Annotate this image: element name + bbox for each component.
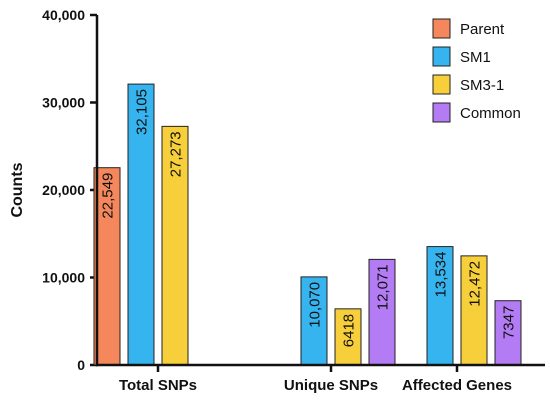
bar-sm1 [426,246,454,366]
bar-value-label: 32,105 [134,89,151,135]
y-axis-title: Counts [9,162,26,217]
bar-common [368,258,396,366]
bar-common [494,300,522,366]
legend-label: SM3-1 [460,77,504,94]
y-tick-label: 10,000 [42,270,85,286]
y-tick-label: 40,000 [42,7,85,23]
legend-swatch [432,46,451,67]
y-tick-label: 30,000 [42,95,85,111]
bars [93,83,522,366]
bar-value-label: 13,534 [433,252,450,298]
bar-value-label: 12,071 [375,264,392,310]
legend-swatch [432,74,451,95]
x-axis-category-labels: Total SNPs Unique SNPs Affected Genes [119,365,512,394]
bar-sm3-1 [161,125,189,366]
bar-value-label: 22,549 [100,173,117,219]
x-category-label: Total SNPs [119,377,197,394]
axes [95,15,545,367]
x-category-label: Affected Genes [402,377,512,394]
data-labels: 22,549 32,105 10,070 13,534 27,273 6418 12,472… [100,89,518,347]
legend-label: Common [460,105,521,122]
legend-swatch [432,102,451,123]
bar-sm1 [300,276,328,366]
legend-label: SM1 [460,49,491,66]
bar-value-label: 6418 [341,314,358,347]
x-category-label: Unique SNPs [284,377,378,394]
bar-value-label: 27,273 [168,131,185,177]
bar-sm3-1 [334,308,362,366]
legend: Parent SM1 SM3-1 Common [432,18,521,123]
legend-label: Parent [460,21,505,38]
bar-value-label: 10,070 [307,282,324,328]
bar-parent [93,167,121,366]
bar-value-label: 7347 [501,306,518,339]
bar-sm3-1 [460,255,488,366]
y-tick-label: 0 [77,357,85,373]
legend-swatch [432,18,451,39]
y-axis-ticks: 0 10,000 20,000 30,000 40,000 [42,7,97,373]
y-tick-label: 20,000 [42,182,85,198]
bar-value-label: 12,472 [467,261,484,307]
